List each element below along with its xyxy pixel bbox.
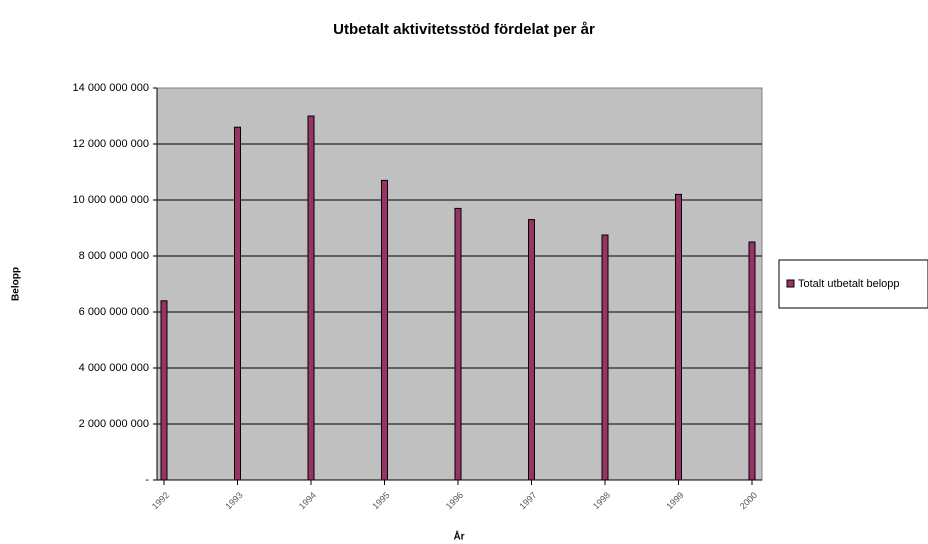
- bar: [675, 193, 682, 481]
- y-axis-title: Belopp: [11, 267, 22, 301]
- bar: [748, 241, 756, 481]
- x-tick-label: 1993: [223, 490, 244, 511]
- bar: [528, 219, 535, 481]
- x-tick-label: 1998: [591, 490, 612, 511]
- y-tick-label: 6 000 000 000: [79, 306, 149, 318]
- x-tick-label: 1996: [444, 490, 465, 511]
- x-axis-title: År: [453, 530, 464, 543]
- y-tick-label: 8 000 000 000: [79, 250, 149, 262]
- bar: [307, 115, 315, 481]
- y-tick-label: 12 000 000 000: [73, 138, 149, 150]
- y-tick-label: 10 000 000 000: [73, 194, 149, 206]
- legend-label: Totalt utbetalt belopp: [798, 278, 900, 290]
- y-tick-label: 14 000 000 000: [73, 82, 149, 94]
- bar: [601, 234, 609, 481]
- x-tick-label: 1997: [517, 490, 538, 511]
- x-tick-label: 1995: [370, 490, 391, 511]
- bar: [160, 300, 168, 481]
- bar: [234, 126, 241, 481]
- chart-title: Utbetalt aktivitetsstöd fördelat per år: [333, 21, 595, 38]
- x-tick-label: 1994: [297, 490, 318, 511]
- y-tick-label: -: [145, 474, 149, 486]
- x-tick-label: 1999: [664, 490, 685, 511]
- x-tick-label: 1992: [150, 490, 171, 511]
- x-tick-label: 2000: [738, 490, 759, 511]
- bar: [381, 179, 388, 481]
- y-tick-label: 2 000 000 000: [79, 418, 149, 430]
- legend: [778, 259, 928, 309]
- legend-swatch: [786, 279, 795, 288]
- bar: [454, 207, 462, 481]
- y-tick-label: 4 000 000 000: [79, 362, 149, 374]
